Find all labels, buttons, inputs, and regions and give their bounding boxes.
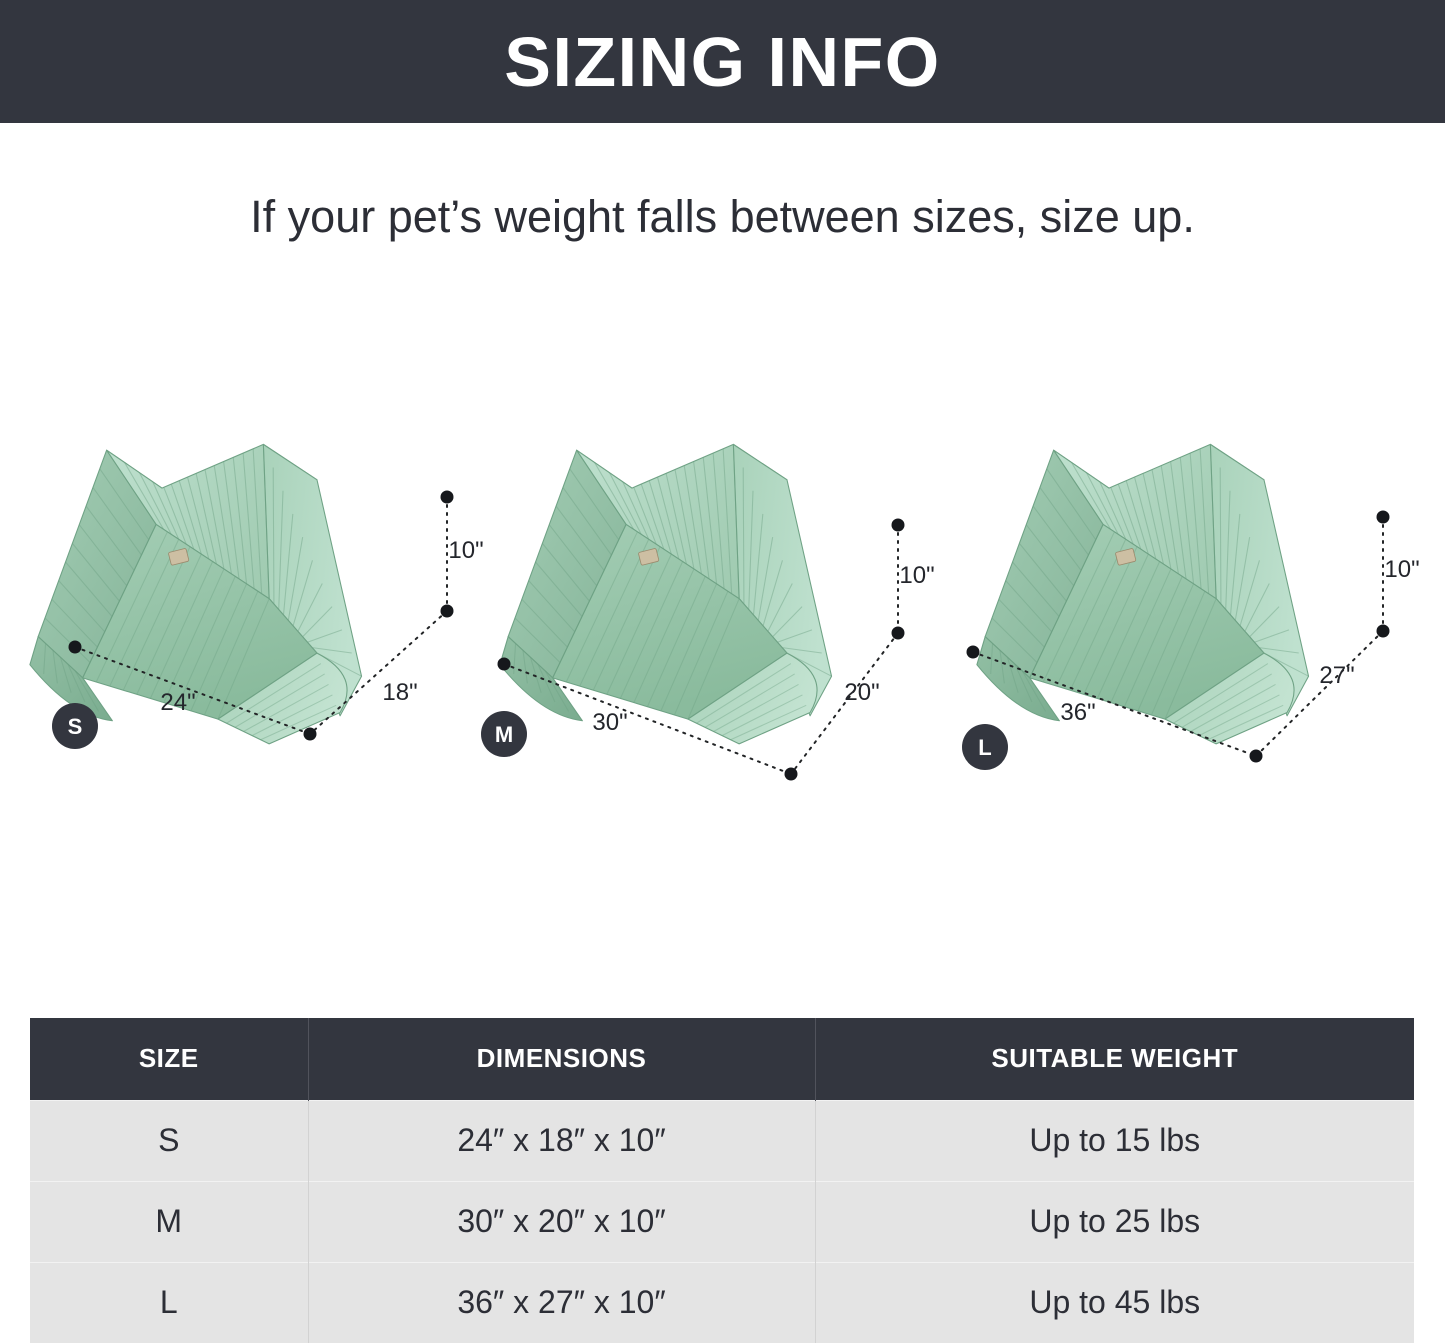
svg-text:10": 10" xyxy=(1384,556,1419,583)
svg-text:10": 10" xyxy=(448,537,483,564)
svg-text:10": 10" xyxy=(899,562,934,589)
